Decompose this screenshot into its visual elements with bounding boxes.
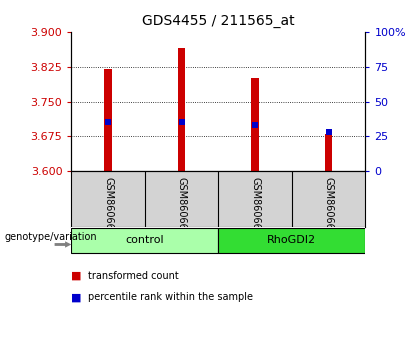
Text: transformed count: transformed count [88,271,179,281]
Title: GDS4455 / 211565_at: GDS4455 / 211565_at [142,14,295,28]
Bar [105,69,112,171]
Text: RhoGDI2: RhoGDI2 [268,235,316,245]
Text: GSM860664: GSM860664 [324,177,333,236]
Text: ■: ■ [71,292,82,302]
Bar [178,48,185,171]
Bar [71,228,218,253]
Bar [325,134,332,171]
Text: GSM860662: GSM860662 [177,177,186,236]
Text: GSM860663: GSM860663 [250,177,260,236]
Text: control: control [126,235,164,245]
Bar [218,228,365,253]
Text: GSM860661: GSM860661 [103,177,113,236]
Text: percentile rank within the sample: percentile rank within the sample [88,292,253,302]
Bar [252,78,259,171]
Text: genotype/variation: genotype/variation [4,233,97,242]
Text: ■: ■ [71,271,82,281]
